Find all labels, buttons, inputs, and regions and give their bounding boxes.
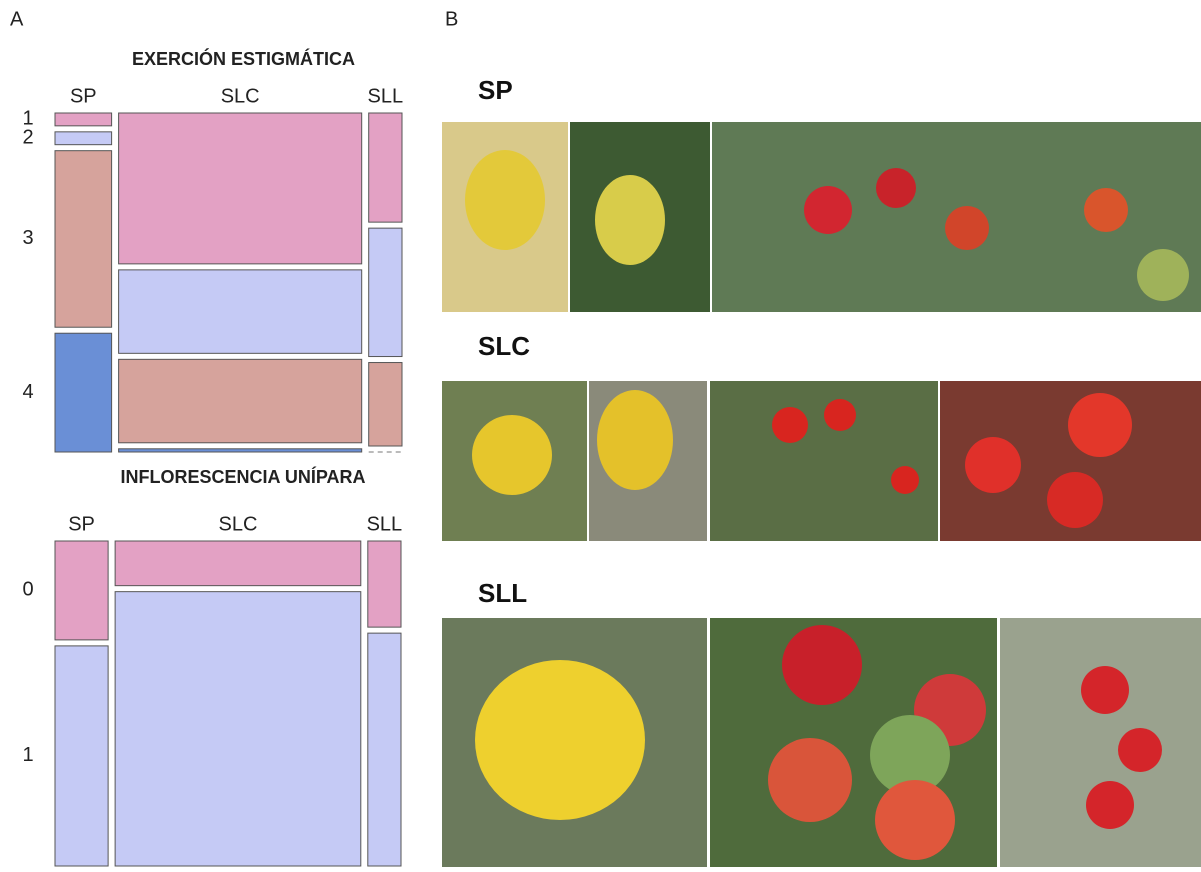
column-label: SP [70, 85, 97, 107]
column-label: SLC [219, 513, 258, 535]
photo-detail [465, 150, 545, 250]
photo-detail [804, 186, 852, 234]
group-label: SLC [478, 331, 530, 361]
column-label: SLL [368, 85, 404, 107]
mosaic-cell [114, 591, 362, 867]
photo-detail [595, 175, 665, 265]
mosaic-title: EXERCIÓN ESTIGMÁTICA [132, 48, 355, 69]
photo-detail [1081, 666, 1129, 714]
mosaic-cell [54, 332, 113, 453]
mosaic-cell [54, 150, 113, 328]
photo-detail [870, 715, 950, 795]
mosaic-cell [54, 131, 113, 146]
photo-detail [891, 466, 919, 494]
mosaic-cell [54, 112, 113, 127]
photo-detail [945, 206, 989, 250]
column-label: SLC [221, 85, 260, 107]
photo-detail [1068, 393, 1132, 457]
mosaic-cell [367, 632, 402, 867]
photo-row [442, 122, 1201, 312]
photo-detail [1137, 249, 1189, 301]
photo-detail [768, 738, 852, 822]
photo-detail [597, 390, 673, 490]
row-label: 2 [22, 127, 33, 149]
mosaic-cell [367, 540, 402, 628]
mosaic-cell [118, 269, 363, 354]
column-label: SLL [367, 513, 403, 535]
photo-detail [1084, 188, 1128, 232]
photo [710, 381, 938, 541]
photo-detail [472, 415, 552, 495]
mosaic-cell [54, 540, 109, 641]
photo-detail [782, 625, 862, 705]
mosaic-cell [54, 645, 109, 867]
group-label: SP [478, 75, 513, 105]
photo-detail [1047, 472, 1103, 528]
mosaic-cell [368, 227, 403, 358]
photo-detail [1118, 728, 1162, 772]
panel-label: A [10, 8, 24, 30]
photo-detail [875, 780, 955, 860]
photo-detail [824, 399, 856, 431]
photo-detail [965, 437, 1021, 493]
mosaic-cell [118, 112, 363, 265]
photo-detail [1086, 781, 1134, 829]
row-label: 4 [22, 381, 33, 403]
mosaic-title: INFLORESCENCIA UNÍPARA [120, 466, 365, 487]
column-label: SP [68, 513, 95, 535]
photo-row [442, 381, 1201, 541]
mosaic-cell [118, 358, 363, 444]
photo-detail [772, 407, 808, 443]
row-label: 1 [22, 744, 33, 766]
photo [1000, 618, 1201, 867]
group-label: SLL [478, 578, 527, 608]
mosaic-cell [118, 448, 363, 453]
mosaic-cell [368, 362, 403, 447]
photo-detail [876, 168, 916, 208]
row-label: 1 [22, 108, 33, 130]
photo-row [442, 618, 1201, 867]
mosaic-cell [114, 540, 362, 587]
photo-detail [475, 660, 645, 820]
panel-label: B [445, 8, 458, 30]
row-label: 3 [22, 227, 33, 249]
row-label: 0 [22, 579, 33, 601]
mosaic-cell [368, 112, 403, 223]
